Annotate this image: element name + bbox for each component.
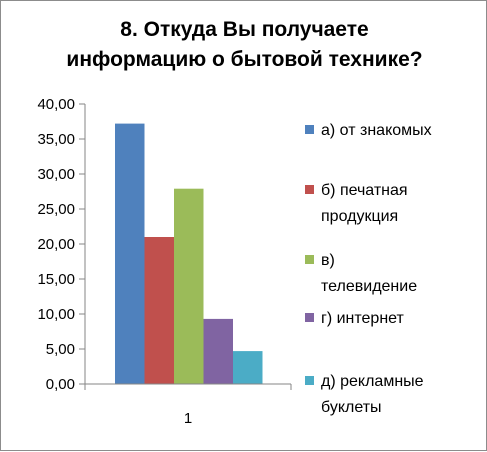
bar (115, 123, 145, 384)
legend-label: буклеты (321, 399, 382, 416)
legend-swatch (305, 313, 314, 322)
legend-label: г) интернет (321, 310, 405, 327)
legend-swatch (305, 125, 314, 134)
legend-label: телевидение (321, 278, 417, 295)
legend-label: б) печатная (321, 182, 408, 199)
x-tick-label: 1 (184, 410, 192, 427)
y-tick-label: 40,00 (37, 96, 75, 113)
y-tick-label: 5,00 (46, 341, 75, 358)
y-tick-label: 35,00 (37, 131, 75, 148)
bar (233, 351, 263, 384)
y-tick-label: 30,00 (37, 166, 75, 183)
legend-swatch (305, 376, 314, 385)
y-tick-label: 0,00 (46, 376, 75, 393)
legend-label: в) (321, 252, 335, 269)
y-tick-label: 20,00 (37, 236, 75, 253)
bar (203, 318, 233, 384)
y-tick-label: 15,00 (37, 271, 75, 288)
bar (174, 188, 204, 384)
bar (144, 237, 174, 384)
y-tick-label: 25,00 (37, 201, 75, 218)
legend-swatch (305, 185, 314, 194)
legend-label: д) рекламные (321, 373, 424, 390)
legend-label: а) от знакомых (321, 122, 432, 139)
legend-swatch (305, 255, 314, 264)
chart-title: 8. Откуда Вы получаете информацию о быто… (66, 18, 423, 71)
y-tick-label: 10,00 (37, 306, 75, 323)
legend-label: продукция (321, 208, 398, 225)
